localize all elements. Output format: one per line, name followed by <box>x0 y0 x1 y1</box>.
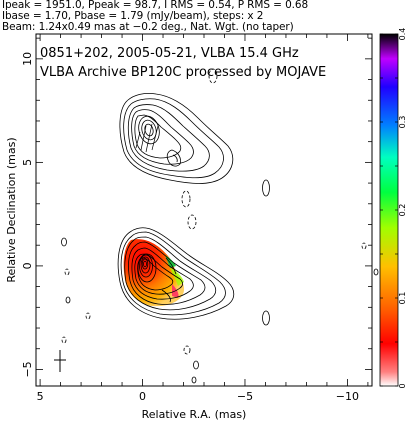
x-tick-label: 5 <box>37 390 44 403</box>
chart-title-line-1: 0851+202, 2005-05-21, VLBA 15.4 GHz <box>40 46 299 61</box>
colorbar-tick-label: 0.4 <box>398 28 407 41</box>
header-line-1: Ipeak = 1951.0, Ppeak = 98.7, I RMS = 0.… <box>2 0 309 11</box>
axes: 5 0 −5 −10 −5 0 5 10 <box>21 34 372 403</box>
y-tick-label: −5 <box>21 361 34 377</box>
core-contours <box>117 227 235 320</box>
colorbar-tick-label: 0.3 <box>398 116 407 129</box>
beam-marker <box>54 350 66 372</box>
header-line-3: Beam: 1.24x0.49 mas at −0.2 deg., Nat. W… <box>2 21 294 33</box>
chart-title-line-2: VLBA Archive BP120C processed by MOJAVE <box>40 65 326 80</box>
x-tick-label: 0 <box>139 390 146 403</box>
core-intensity-fill <box>123 239 185 307</box>
upper-feature-contours <box>119 92 234 184</box>
colorbar-tick-label: 0.1 <box>398 292 407 305</box>
plot-frame <box>35 33 373 387</box>
negative-contours <box>61 68 367 355</box>
y-axis-label: Relative Declination (mas) <box>5 137 18 282</box>
x-tick-label: −10 <box>336 390 359 403</box>
y-tick-label: 10 <box>21 52 34 66</box>
colorbar-ticks: 0 0.1 0.2 0.3 0.4 <box>380 28 407 389</box>
noise-contours <box>61 179 379 384</box>
colorbar-tick-label: 0 <box>398 383 407 388</box>
x-tick-label: −5 <box>237 390 253 403</box>
x-axis-label: Relative R.A. (mas) <box>142 408 247 421</box>
y-tick-label: 5 <box>21 159 34 166</box>
header-line-2: Ibase = 1.70, Pbase = 1.79 (mJy/beam), s… <box>2 10 264 22</box>
colorbar-tick-label: 0.2 <box>398 204 407 217</box>
y-tick-label: 0 <box>21 262 34 269</box>
